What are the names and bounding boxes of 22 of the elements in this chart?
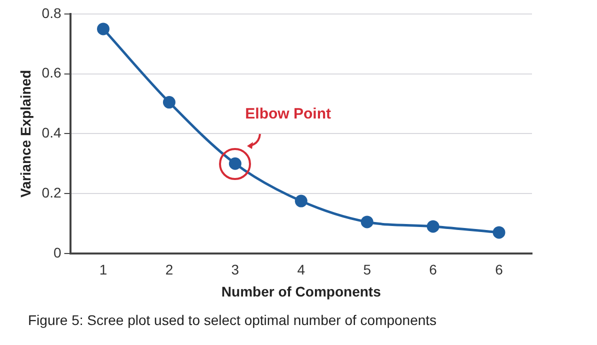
y-tick-label: 0.6 — [42, 64, 62, 81]
y-tick-label: 0.2 — [42, 184, 62, 200]
x-axis-title: Number of Components — [221, 283, 382, 300]
y-axis-title: Variance Explained — [17, 70, 34, 198]
annotation: Elbow Point — [245, 105, 331, 122]
caption: Figure 5: Scree plot used to select optimal number of components — [28, 312, 437, 328]
y-tick-label: 0.8 — [42, 4, 62, 21]
x-tick-label: 5 — [363, 262, 372, 278]
point — [492, 226, 506, 239]
point — [162, 96, 176, 109]
x-tick-label: 3 — [231, 262, 240, 278]
x-tick-label: 4 — [297, 262, 306, 278]
y-tick-label: 0 — [53, 244, 62, 260]
point — [426, 220, 440, 233]
point — [360, 216, 374, 228]
point — [96, 22, 110, 36]
x-tick-label: 6 — [495, 262, 504, 278]
x-tick-label: 2 — [165, 262, 174, 278]
x-tick-label: 6 — [429, 262, 438, 278]
y-tick-label: 0.4 — [42, 124, 62, 141]
x-tick-label: 1 — [99, 262, 108, 278]
point — [294, 194, 308, 208]
